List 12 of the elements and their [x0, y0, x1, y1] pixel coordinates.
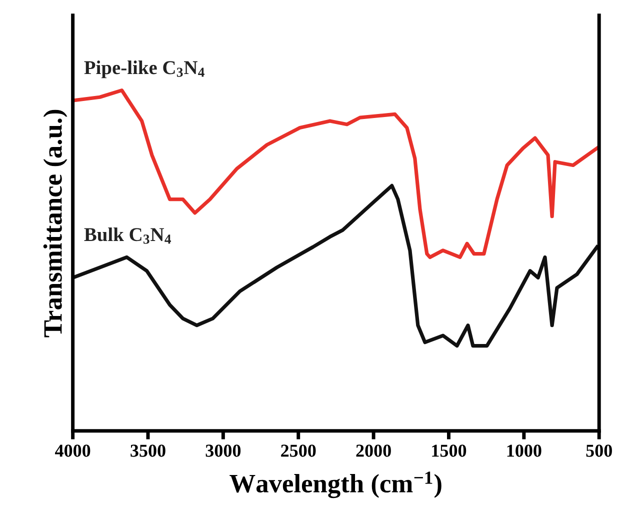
x-tick-label: 1500	[432, 444, 466, 457]
x-tick-label: 500	[586, 444, 612, 457]
series-label: Pipe-like C$_{3}$N$_{4}$	[84, 60, 204, 78]
x-tick-label: 2500	[281, 444, 316, 457]
series-label: Bulk C$_{3}$N$_{4}$	[84, 227, 171, 244]
x-tick-label: 3500	[130, 444, 166, 457]
x-axis-title: Wavelength (cm$^{−1}$)	[230, 472, 442, 498]
x-tick-label: 1000	[507, 444, 542, 457]
x-tick-label: 4000	[55, 444, 90, 457]
x-tick-label: 2000	[356, 444, 391, 457]
x-tick-label: 3000	[206, 444, 241, 457]
y-axis-title: Transmittance (a.u.)	[43, 110, 68, 338]
